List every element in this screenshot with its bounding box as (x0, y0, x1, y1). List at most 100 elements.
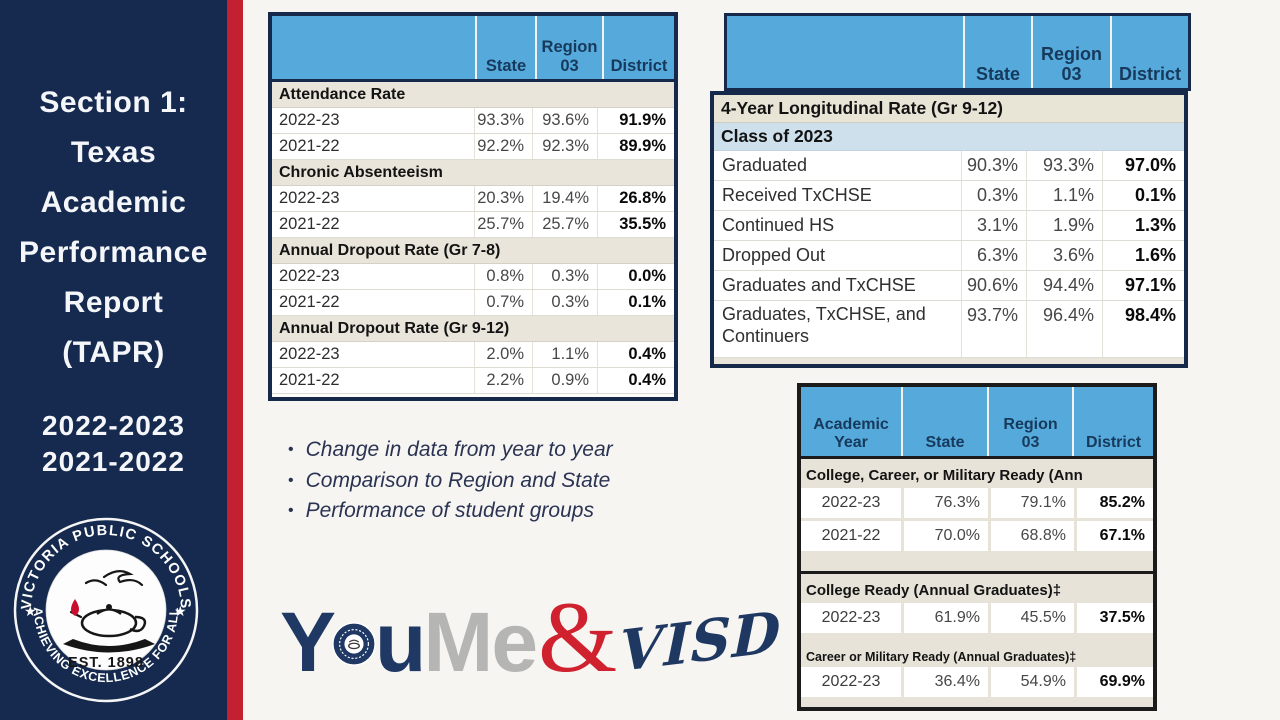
column-header: Region 03 (1033, 16, 1110, 88)
row-label: Received TxCHSE (714, 181, 962, 210)
bullet-text: Change in data from year to year (305, 438, 613, 461)
section-title-line: (TAPR) (62, 336, 165, 369)
table-row: Continued HS 3.1% 1.9% 1.3% (714, 211, 1184, 241)
table-row: Received TxCHSE 0.3% 1.1% 0.1% (714, 181, 1184, 211)
section-title: Section 1: Texas Academic Performance Re… (0, 78, 227, 378)
seal-star-right-icon: ★ (174, 603, 187, 619)
cell-value: 70.0% (904, 521, 988, 551)
row-label: 2022-23 (272, 108, 475, 133)
cell-value: 97.0% (1103, 151, 1184, 180)
cell-value: 1.9% (1027, 211, 1103, 240)
table-row: 2022-23 93.3% 93.6% 91.9% (272, 108, 674, 134)
cell-value: 2.0% (475, 342, 533, 367)
seal-est-text: EST. 1898 (68, 655, 144, 671)
bullet-text: Comparison to Region and State (305, 468, 611, 492)
column-header (727, 16, 963, 88)
cell-value: 0.3% (962, 181, 1027, 210)
list-item: Performance of student groups (288, 497, 613, 528)
table-row: Dropped Out 6.3% 3.6% 1.6% (714, 241, 1184, 271)
logo-text-u: u (375, 595, 426, 689)
report-years: 2022-2023 2021-2022 (0, 408, 227, 480)
attendance-dropout-table: State Region 03 District Attendance Rate 20… (268, 12, 678, 401)
cell-value: 0.4% (598, 368, 674, 393)
column-header: State (903, 387, 987, 456)
table-row: Graduated 90.3% 93.3% 97.0% (714, 151, 1184, 181)
table-header-row: Academic Year State Region 03 District (801, 387, 1153, 459)
row-label: 2022-23 (272, 342, 475, 367)
cell-value: 19.4% (533, 186, 598, 211)
cell-value: 76.3% (904, 488, 988, 518)
table-row: Graduates, TxCHSE, and Continuers 93.7% 96… (714, 301, 1184, 358)
section-header: Annual Dropout Rate (Gr 7-8) (272, 238, 674, 264)
table-row: 2022-23 36.4% 54.9% 69.9% (801, 667, 1153, 697)
row-label: 2022-23 (801, 488, 901, 518)
spacer (801, 636, 1153, 643)
section-header: Attendance Rate (272, 82, 674, 108)
cell-value: 85.2% (1077, 488, 1153, 518)
report-year: 2021-2022 (42, 446, 185, 477)
cell-value: 36.4% (904, 667, 988, 697)
cell-value: 91.9% (598, 108, 674, 133)
cell-value: 1.1% (1027, 181, 1103, 210)
section-header: College Ready (Annual Graduates)‡ (806, 581, 1062, 599)
table-row: 2022-23 0.8% 0.3% 0.0% (272, 264, 674, 290)
cell-value: 26.8% (598, 186, 674, 211)
table-row: Graduates and TxCHSE 90.6% 94.4% 97.1% (714, 271, 1184, 301)
table-row: 2021-22 2.2% 0.9% 0.4% (272, 368, 674, 394)
section-header: 4-Year Longitudinal Rate (Gr 9-12) (714, 95, 1184, 123)
accent-stripe (227, 0, 243, 720)
section-title-line: Section 1: (39, 86, 188, 119)
table-row: 2022-23 61.9% 45.5% 37.5% (801, 603, 1153, 633)
cell-value: 45.5% (991, 603, 1074, 633)
column-header: District (1074, 387, 1153, 456)
row-label: 2022-23 (801, 667, 901, 697)
section-header: Annual Dropout Rate (Gr 9-12) (272, 316, 674, 342)
section-header: Chronic Absenteeism (272, 160, 674, 186)
table-row: 2021-22 92.2% 92.3% 89.9% (272, 134, 674, 160)
cell-value: 0.4% (598, 342, 674, 367)
row-label: Graduates, TxCHSE, and Continuers (714, 301, 962, 357)
section-title-line: Texas (70, 136, 157, 169)
cell-value: 90.6% (962, 271, 1027, 300)
lamp-of-knowledge-icon (63, 570, 155, 653)
cell-value: 20.3% (475, 186, 533, 211)
ccmr-table: Academic Year State Region 03 District Coll… (797, 383, 1157, 711)
table-header-row: State Region 03 District (727, 16, 1188, 88)
row-label: Continued HS (714, 211, 962, 240)
cell-value: 6.3% (962, 241, 1027, 270)
row-label: 2022-23 (272, 264, 475, 289)
cell-value: 1.3% (1103, 211, 1184, 240)
cell-value: 96.4% (1027, 301, 1103, 357)
youme-visd-logo: Y uMe&VISD (280, 587, 782, 698)
cell-value: 92.3% (533, 134, 598, 159)
cell-value: 1.6% (1103, 241, 1184, 270)
cell-value: 0.7% (475, 290, 533, 315)
list-item: Comparison to Region and State (288, 467, 613, 498)
cell-value: 37.5% (1077, 603, 1153, 633)
cell-value: 0.0% (598, 264, 674, 289)
cell-value: 0.3% (533, 264, 598, 289)
cell-value: 25.7% (475, 212, 533, 237)
sidebar: Section 1: Texas Academic Performance Re… (0, 0, 227, 720)
cell-value: 0.8% (475, 264, 533, 289)
logo-text-visd: VISD (619, 598, 783, 686)
section-title-line: Report (63, 286, 164, 319)
row-label: 2021-22 (801, 521, 901, 551)
column-header (272, 16, 475, 79)
cell-value: 98.4% (1103, 301, 1184, 357)
cell-value: 0.3% (533, 290, 598, 315)
table-body: College, Career, or Military Ready (Ann 2… (801, 459, 1153, 704)
district-seal-icon: VICTORIA PUBLIC SCHOOLS ACHIEVING EXCELL… (13, 517, 199, 703)
row-label: Dropped Out (714, 241, 962, 270)
cell-value: 93.6% (533, 108, 598, 133)
row-label: 2021-22 (272, 212, 475, 237)
row-label: 2022-23 (272, 186, 475, 211)
table-row: 2021-22 70.0% 68.8% 67.1% (801, 521, 1153, 551)
seal-star-left-icon: ★ (24, 603, 37, 619)
column-header: District (604, 16, 674, 79)
cell-value: 93.3% (475, 108, 533, 133)
table-row: 2021-22 25.7% 25.7% 35.5% (272, 212, 674, 238)
key-points-list: Change in data from year to year Compari… (288, 436, 613, 528)
section-header: College, Career, or Military Ready (Ann (806, 466, 1083, 484)
section-header: Career or Military Ready (Annual Graduat… (806, 650, 1077, 664)
